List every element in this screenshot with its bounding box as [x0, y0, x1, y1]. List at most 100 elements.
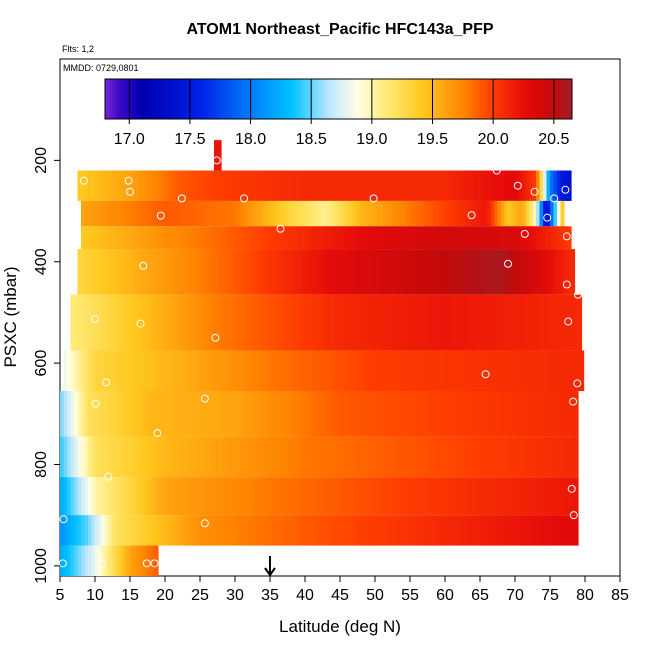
heatmap-cell [340, 226, 345, 250]
heatmap-cell [567, 515, 572, 546]
heatmap-cell [179, 249, 184, 295]
heatmap-cell [368, 249, 373, 295]
heatmap-cell [550, 200, 555, 227]
heatmap-cell [504, 226, 509, 250]
heatmap-cell [466, 515, 471, 546]
heatmap-cell [574, 294, 579, 351]
heatmap-cell [462, 294, 467, 351]
heatmap-cell [333, 436, 338, 478]
heatmap-cell [91, 390, 96, 437]
heatmap-cell [119, 249, 124, 295]
heatmap-cell [221, 436, 226, 478]
heatmap-cell [249, 249, 254, 295]
heatmap-cell [116, 200, 121, 227]
heatmap-cell [389, 350, 394, 391]
heatmap-cell [448, 200, 453, 227]
heatmap-cell [329, 390, 334, 437]
heatmap-cell [385, 350, 390, 391]
heatmap-cell [326, 200, 331, 227]
heatmap-cell [357, 226, 362, 250]
sample-point [98, 559, 106, 568]
heatmap-cell [368, 200, 373, 227]
heatmap-cell [483, 390, 488, 437]
heatmap-cell [217, 170, 222, 201]
heatmap-cell [179, 390, 184, 437]
heatmap-cell [438, 249, 443, 295]
heatmap-cell [189, 477, 194, 516]
heatmap-cell [539, 249, 544, 295]
heatmap-cell [452, 477, 457, 516]
heatmap-cell [336, 249, 341, 295]
heatmap-cell [112, 515, 117, 546]
heatmap-cell [480, 294, 485, 351]
heatmap-cell [312, 294, 317, 351]
heatmap-cell [123, 390, 128, 437]
heatmap-cell [413, 436, 418, 478]
heatmap-cell [434, 390, 439, 437]
heatmap-cell [214, 249, 219, 295]
heatmap-cell [280, 350, 285, 391]
heatmap-cell [116, 436, 121, 478]
heatmap-cell [224, 294, 229, 351]
heatmap-cell [399, 226, 404, 250]
heatmap-cell [133, 436, 138, 478]
sample-point [504, 259, 512, 268]
heatmap-cell [455, 226, 460, 250]
heatmap-cell [567, 170, 572, 201]
heatmap-cell [371, 294, 376, 351]
heatmap-cell [140, 477, 145, 516]
heatmap-cell [371, 170, 376, 201]
heatmap-cell [322, 350, 327, 391]
heatmap-cell [473, 436, 478, 478]
sample-point [58, 559, 67, 568]
heatmap-cell [501, 515, 506, 546]
heatmap-cell [287, 170, 292, 201]
heatmap-cell [518, 249, 523, 295]
heatmap-cell [182, 200, 187, 227]
heatmap-cell [158, 390, 163, 437]
heatmap-cell [126, 350, 131, 391]
heatmap-cell [259, 226, 264, 250]
heatmap-cell [210, 226, 215, 250]
heatmap-cell [284, 294, 289, 351]
heatmap-cell [543, 515, 548, 546]
heatmap-cell [368, 390, 373, 437]
heatmap-cell [200, 200, 205, 227]
heatmap-cell [81, 390, 86, 437]
heatmap-cell [70, 350, 75, 391]
heatmap-cell [284, 200, 289, 227]
heatmap-cell [525, 477, 530, 516]
heatmap-cell [217, 477, 222, 516]
heatmap-cell [231, 350, 236, 391]
heatmap-cell [154, 226, 159, 250]
heatmap-cell [263, 436, 268, 478]
heatmap-cell [403, 170, 408, 201]
heatmap-cell [203, 170, 208, 201]
heatmap-cell [448, 390, 453, 437]
heatmap-cell [200, 226, 205, 250]
heatmap-cell [385, 294, 390, 351]
heatmap-cell [172, 515, 177, 546]
heatmap-cell [217, 294, 222, 351]
heatmap-cell [340, 294, 345, 351]
heatmap-cell [308, 477, 313, 516]
heatmap-cell [553, 515, 558, 546]
heatmap-cell [119, 390, 124, 437]
heatmap-cell [151, 249, 156, 295]
heatmap-cell [280, 477, 285, 516]
heatmap-cell [504, 249, 509, 295]
heatmap-cell [315, 515, 320, 546]
heatmap-cell [354, 170, 359, 201]
heatmap-cell [483, 436, 488, 478]
heatmap-cell [280, 200, 285, 227]
heatmap-cell [63, 390, 68, 437]
heatmap-cell [462, 477, 467, 516]
heatmap-cell [224, 249, 229, 295]
heatmap-cell [210, 350, 215, 391]
heatmap-cell [455, 200, 460, 227]
heatmap-cell [60, 436, 65, 478]
sample-point [574, 290, 582, 299]
heatmap-cell [424, 515, 429, 546]
heatmap-cell [329, 515, 334, 546]
heatmap-cell [242, 249, 247, 295]
